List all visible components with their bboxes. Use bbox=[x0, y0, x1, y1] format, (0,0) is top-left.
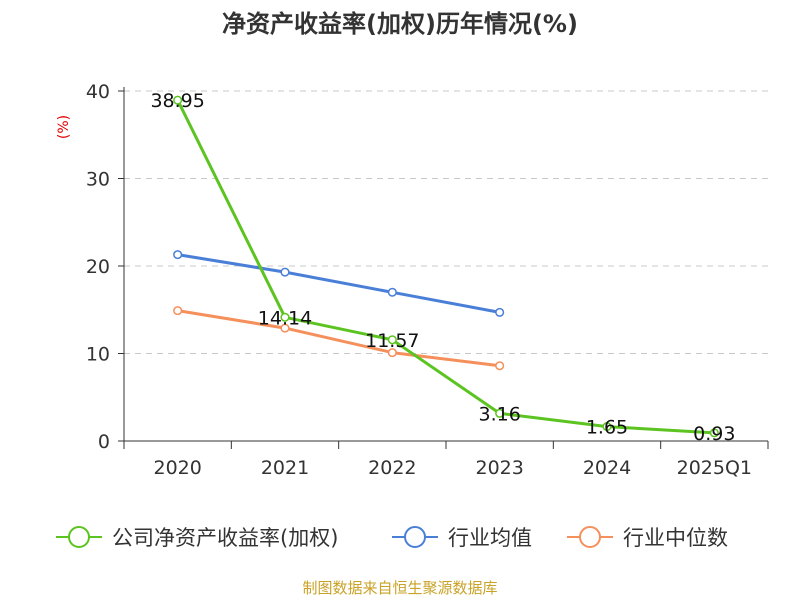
series-line-0 bbox=[176, 99, 715, 435]
gridlines bbox=[124, 90, 768, 354]
legend[interactable]: 公司净资产收益率(加权) 行业均值 行业中位数 bbox=[56, 526, 728, 550]
y-tick-label: 0 bbox=[98, 431, 110, 453]
series-line-1 bbox=[177, 253, 500, 314]
legend-marker[interactable] bbox=[404, 526, 426, 548]
data-point-1 bbox=[387, 287, 397, 297]
data-point-0 bbox=[602, 422, 612, 432]
data-point-1 bbox=[495, 307, 505, 317]
data-label: 38.95 bbox=[150, 90, 204, 112]
axes: 0 10 20 30 40 2020 2021 2022 2023 2024 2025Q1 bbox=[86, 81, 769, 479]
y-tick-label: 10 bbox=[86, 344, 110, 366]
data-point-0 bbox=[280, 312, 290, 322]
data-point-2 bbox=[387, 348, 397, 358]
data-point-2 bbox=[173, 306, 183, 316]
source-note: 制图数据来自恒生聚源数据库 bbox=[302, 579, 497, 597]
y-tick-label: 30 bbox=[86, 169, 110, 191]
chart-title: 净资产收益率(加权)历年情况(%) bbox=[222, 10, 578, 38]
x-tick-label-2024: 2024 bbox=[583, 457, 631, 479]
data-label: 3.16 bbox=[479, 403, 521, 425]
data-point-1 bbox=[280, 267, 290, 277]
data-label: 1.65 bbox=[586, 417, 628, 439]
x-tick-label-2022: 2022 bbox=[368, 457, 416, 479]
legend-marker[interactable] bbox=[579, 526, 601, 548]
x-tick-label-2025Q1: 2025Q1 bbox=[677, 457, 752, 479]
legend-label[interactable]: 公司净资产收益率(加权) bbox=[112, 526, 338, 550]
x-tick-label-2023: 2023 bbox=[475, 457, 523, 479]
data-label: 14.14 bbox=[258, 307, 312, 329]
data-point-2 bbox=[280, 323, 290, 333]
data-point-2 bbox=[495, 361, 505, 371]
data-point-0 bbox=[173, 95, 183, 105]
legend-marker[interactable] bbox=[68, 526, 90, 548]
series-layer bbox=[173, 95, 719, 438]
data-label: 0.93 bbox=[693, 423, 735, 445]
data-label: 11.57 bbox=[365, 330, 419, 352]
y-tick-label: 20 bbox=[86, 256, 110, 278]
data-point-0 bbox=[709, 428, 719, 438]
legend-label[interactable]: 行业中位数 bbox=[623, 526, 728, 550]
data-point-0 bbox=[387, 335, 397, 345]
legend-label[interactable]: 行业均值 bbox=[448, 526, 532, 550]
y-tick-label: 40 bbox=[86, 81, 110, 103]
y-axis-unit: (%) bbox=[56, 115, 72, 139]
x-tick-label-2021: 2021 bbox=[261, 457, 309, 479]
x-tick-label-2020: 2020 bbox=[153, 457, 201, 479]
data-point-1 bbox=[173, 250, 183, 260]
data-labels: 38.95 14.14 11.57 3.16 1.65 0.93 bbox=[150, 90, 735, 445]
data-point-0 bbox=[495, 408, 505, 418]
series-line-2 bbox=[177, 309, 500, 368]
